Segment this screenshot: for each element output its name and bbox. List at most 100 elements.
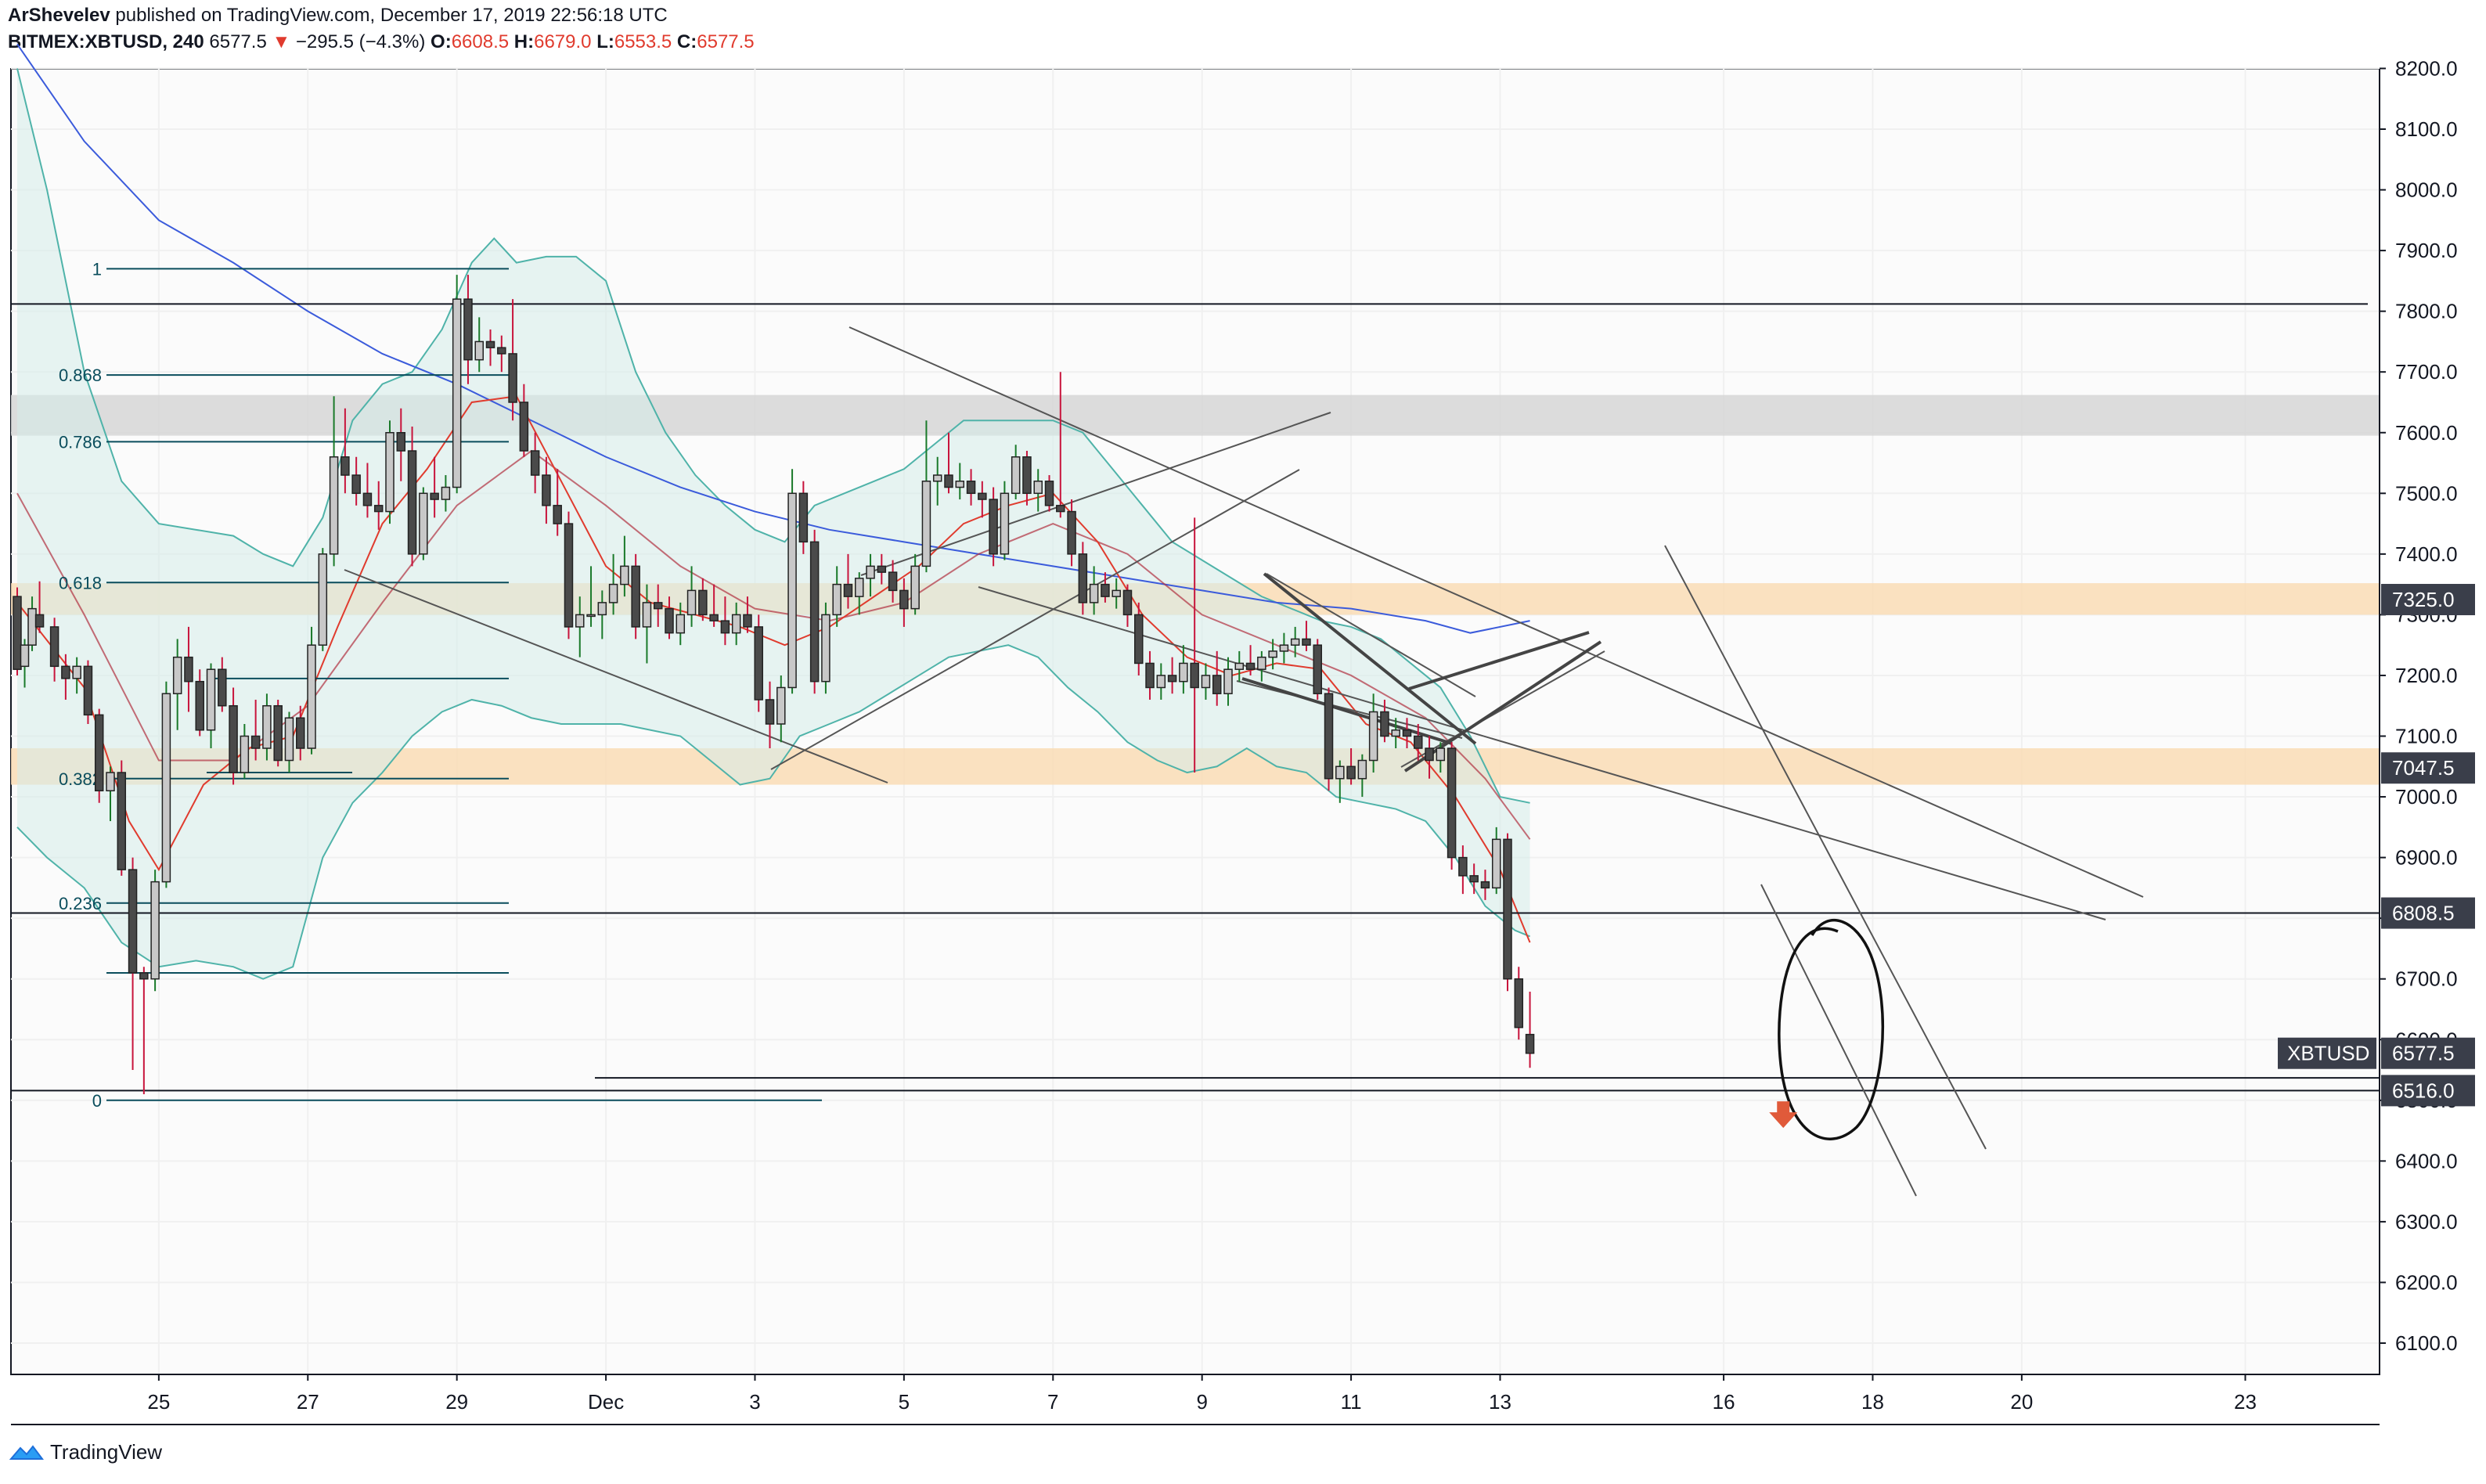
candle-body [798,492,809,543]
candle-body [1313,644,1322,694]
fib-level-label: 0.236 [59,894,102,913]
y-tick-label: 7800.0 [2395,300,2458,323]
candle-body [195,680,204,731]
candle-body [1257,656,1266,670]
candle-body [362,492,373,506]
tradingview-logo-icon [9,1444,44,1460]
change-value: −295.5 (−4.3%) [295,31,426,52]
candle-body [419,492,428,555]
candle-body [542,474,551,506]
candle-body [1212,675,1222,694]
x-tick-label: 16 [1713,1390,1735,1414]
candle-body [240,735,250,773]
x-tick-label: 29 [445,1390,468,1414]
candle-body [1436,747,1446,762]
candle-body [1078,553,1088,603]
candle-body [34,614,45,628]
x-tick-label: 11 [1341,1390,1362,1414]
candle-body [776,686,786,725]
candle-body [631,565,640,628]
trend-line [860,412,1331,576]
y-tick-label: 6900.0 [2395,846,2458,870]
candle-body [150,881,160,980]
candle-body [273,704,283,762]
symbol-label[interactable]: BITMEX:XBTUSD, 240 [8,31,204,52]
candle-body [1346,765,1356,780]
candle-body [709,614,719,621]
candle-body [1425,747,1434,762]
candle-body [1122,589,1133,616]
candle-body [843,583,853,597]
price-label-text: 6516.0 [2392,1079,2455,1102]
fib-level-label: 1 [92,259,102,279]
candle-body [686,589,697,616]
candle-body [1067,510,1076,555]
candle-body [27,607,37,646]
bollinger-lower-line [16,644,1530,980]
candle-body [1525,1033,1535,1054]
price-label-box [2381,897,2475,929]
open-label: O: [431,31,452,52]
tradingview-brand[interactable]: TradingView [9,1440,162,1464]
candle-body [620,565,629,585]
candle-body [139,972,149,980]
candle-body [307,644,316,749]
candle-body [1000,492,1010,555]
trend-line [344,569,888,783]
candle-body [1190,662,1199,689]
price-label-box [2381,1075,2475,1107]
candle-body [932,474,942,482]
candle-body [1044,481,1054,506]
candle-body [83,665,93,716]
candle-body [1179,662,1188,683]
candle-body [206,668,216,731]
candle-body [1111,589,1121,597]
candle-body [1357,759,1367,780]
candle-body [1156,675,1166,689]
down-arrow-icon [1769,1101,1798,1129]
low-value: 6553.5 [614,31,672,52]
fib-level-label: 0.868 [59,366,102,385]
candle-body [128,869,138,974]
candle-body [989,499,998,555]
x-tick-label: 20 [2010,1390,2033,1414]
bollinger-upper-line [16,68,1530,804]
candle-body [1491,838,1501,889]
candle-body [698,589,708,616]
candle-body [1134,614,1144,665]
candle-body [1022,456,1032,495]
candle-body [1167,675,1177,683]
y-tick-label: 6700.0 [2395,967,2458,991]
candle-body [229,704,238,773]
candle-body [519,402,529,452]
trend-line [1266,573,1476,697]
candle-body [1458,856,1468,877]
x-tick-label: 27 [297,1390,319,1414]
candle-body [485,340,495,348]
candle-body [553,505,562,524]
candle-body [1447,747,1457,859]
candle-body [1033,481,1043,495]
published-text: published on TradingView.com, December 1… [115,5,668,26]
candle-body [899,589,909,610]
y-tick-label: 7000.0 [2395,785,2458,809]
publish-info: ArShevelev published on TradingView.com,… [8,5,668,27]
candle-body [430,492,439,500]
candle-body [1480,881,1490,889]
candle-body [1290,638,1300,646]
candle-body [665,607,674,634]
last-price-value: 6577.5 [2392,1042,2455,1065]
author-name[interactable]: ArShevelev [8,5,110,26]
candle-body [1503,838,1512,980]
x-tick-label: Dec [588,1390,624,1414]
high-label: H: [513,31,535,52]
candle-body [385,432,395,513]
x-tick-label: 25 [147,1390,170,1414]
x-tick-label: 5 [899,1390,910,1414]
wedge-line [1263,572,1477,745]
last-price-legend: 6577.5 [209,31,267,52]
candle-body [1268,650,1277,658]
candle-body [218,668,227,707]
candle-body [284,717,294,762]
